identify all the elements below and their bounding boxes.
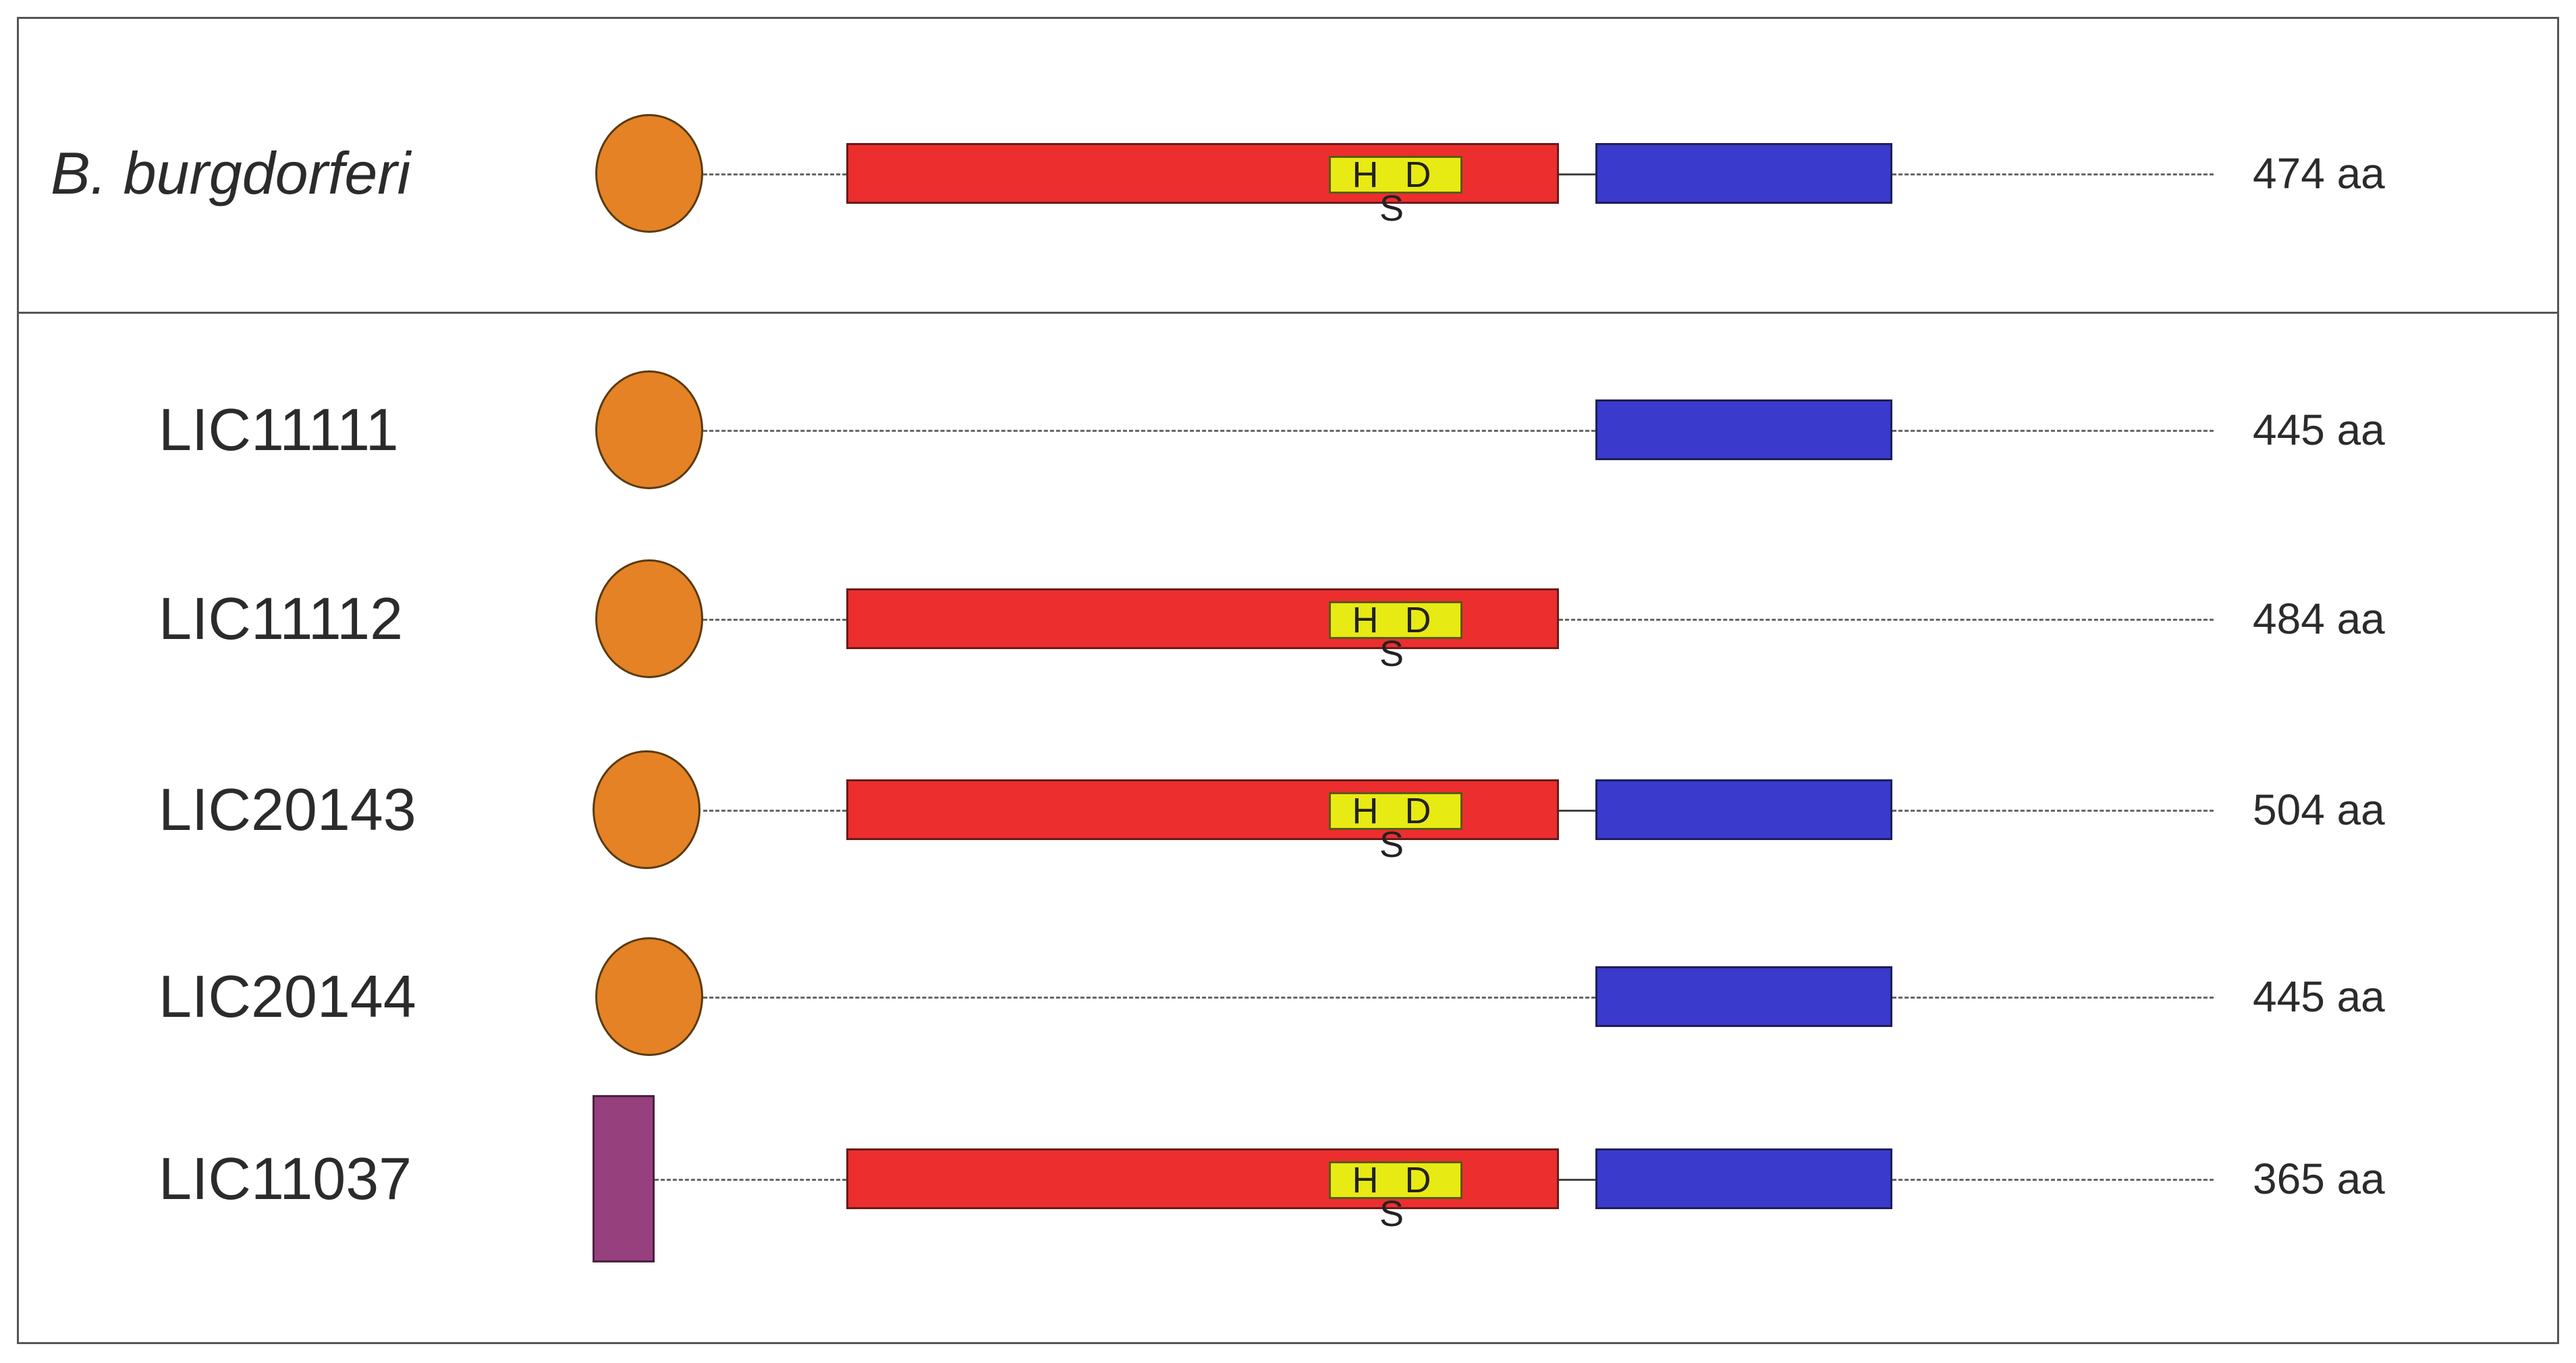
hds-domain: H D S bbox=[846, 1148, 1559, 1232]
protein-name: LIC11111 bbox=[159, 396, 399, 463]
protein-name: LIC20144 bbox=[159, 963, 416, 1030]
hds-domain: H D S bbox=[846, 779, 1559, 863]
protein-length: 504 aa bbox=[2253, 785, 2385, 834]
linker-line bbox=[703, 430, 1595, 432]
linker-line bbox=[1892, 810, 2214, 812]
n-terminal-domain bbox=[595, 370, 703, 489]
protein-length: 484 aa bbox=[2253, 594, 2385, 643]
linker-line bbox=[703, 810, 846, 812]
n-terminal-domain bbox=[595, 559, 703, 678]
n-terminal-bar-domain bbox=[593, 1095, 655, 1262]
protein-length: 445 aa bbox=[2253, 406, 2385, 454]
c-terminal-domain bbox=[1595, 1148, 1892, 1209]
hds-motif: H D S bbox=[1329, 601, 1462, 672]
linker-line bbox=[1559, 619, 2214, 621]
linker-line bbox=[1559, 810, 1595, 812]
linker-line bbox=[1892, 1179, 2214, 1181]
linker-line bbox=[1892, 173, 2214, 175]
c-terminal-domain bbox=[1595, 779, 1892, 840]
protein-length: 365 aa bbox=[2253, 1155, 2385, 1203]
n-terminal-domain bbox=[595, 114, 703, 233]
n-terminal-domain bbox=[593, 750, 701, 869]
linker-line bbox=[703, 173, 846, 175]
protein-length: 445 aa bbox=[2253, 972, 2385, 1021]
c-terminal-domain bbox=[1595, 399, 1892, 460]
linker-line bbox=[1892, 997, 2214, 999]
linker-line bbox=[1559, 173, 1595, 175]
linker-line bbox=[1892, 430, 2214, 432]
linker-line bbox=[703, 997, 1595, 999]
hds-domain: H D S bbox=[846, 143, 1559, 227]
hds-motif: H D S bbox=[1329, 1161, 1462, 1232]
hds-motif: H D S bbox=[1329, 156, 1462, 227]
n-terminal-domain bbox=[595, 937, 703, 1056]
hds-motif: H D S bbox=[1329, 792, 1462, 863]
c-terminal-domain bbox=[1595, 966, 1892, 1027]
protein-name: LIC20143 bbox=[159, 776, 416, 843]
protein-name: LIC11112 bbox=[159, 585, 404, 652]
c-terminal-domain bbox=[1595, 143, 1892, 204]
linker-line bbox=[703, 619, 846, 621]
protein-name: B. burgdorferi bbox=[51, 140, 411, 206]
protein-name: LIC11037 bbox=[159, 1145, 412, 1212]
protein-length: 474 aa bbox=[2253, 149, 2385, 198]
linker-line bbox=[1559, 1179, 1595, 1181]
linker-line bbox=[655, 1179, 846, 1181]
hds-domain: H D S bbox=[846, 588, 1559, 672]
